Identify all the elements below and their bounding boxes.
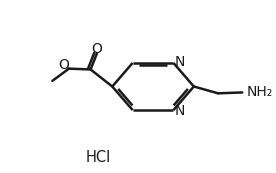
- Text: HCl: HCl: [86, 151, 111, 166]
- Text: O: O: [92, 42, 102, 56]
- Text: N: N: [175, 54, 185, 69]
- Text: O: O: [59, 58, 69, 72]
- Text: N: N: [175, 104, 185, 119]
- Text: NH₂: NH₂: [247, 85, 273, 99]
